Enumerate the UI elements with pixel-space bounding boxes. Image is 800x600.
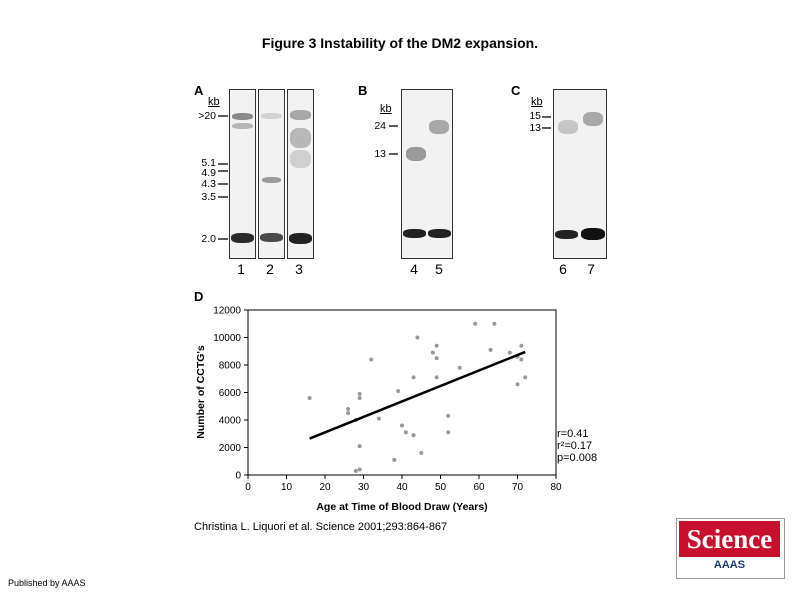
gel-lane-2 xyxy=(258,89,285,259)
data-point xyxy=(411,433,416,438)
kb-label-c: kb xyxy=(531,96,543,108)
data-point xyxy=(492,321,497,326)
stat-p: p=0.008 xyxy=(557,452,598,464)
gel-panel-b xyxy=(401,89,453,259)
data-point xyxy=(434,375,439,380)
data-point xyxy=(446,430,451,435)
y-tick-label: 4000 xyxy=(219,416,242,427)
data-point xyxy=(307,396,312,400)
data-point xyxy=(353,468,358,473)
y-axis-title: Number of CCTG's xyxy=(195,345,207,439)
data-point xyxy=(419,451,424,455)
trend-line xyxy=(309,350,526,440)
y-tick-label: 6000 xyxy=(219,388,242,399)
marker-a-20: >20 xyxy=(198,110,216,122)
stat-r-squared: r²=0.17 xyxy=(557,440,593,452)
x-tick-label: 10 xyxy=(281,482,293,493)
marker-a-4-3: 4.3 xyxy=(201,178,216,190)
data-point xyxy=(434,356,439,361)
marker-b-13: 13 xyxy=(374,148,386,160)
data-point xyxy=(457,365,462,370)
data-point xyxy=(376,416,381,421)
y-tick-label: 2000 xyxy=(219,443,242,454)
data-point xyxy=(411,375,416,380)
kb-label-b: kb xyxy=(380,103,392,115)
lane-label-5: 5 xyxy=(435,261,443,277)
x-tick-label: 70 xyxy=(512,482,524,493)
plot-frame xyxy=(247,309,557,476)
lane-label-2: 2 xyxy=(266,261,274,277)
data-point xyxy=(357,396,362,400)
data-point xyxy=(396,389,401,394)
data-point xyxy=(507,350,512,355)
data-point xyxy=(515,382,520,387)
y-tick-label: 8000 xyxy=(219,361,242,372)
y-tick-label: 10000 xyxy=(213,333,241,344)
marker-a-2-0: 2.0 xyxy=(201,233,216,245)
data-point xyxy=(346,411,351,416)
data-point xyxy=(415,335,420,340)
marker-ticks-c xyxy=(542,116,551,129)
panel-label-d: D xyxy=(194,289,204,304)
lane-label-1: 1 xyxy=(237,261,245,277)
data-point xyxy=(523,375,528,380)
lane-label-4: 4 xyxy=(410,261,418,277)
data-point xyxy=(434,343,439,348)
data-point xyxy=(488,347,493,352)
chart-axes xyxy=(247,309,557,476)
marker-c-13: 13 xyxy=(529,122,541,134)
data-point xyxy=(519,343,524,348)
science-wordmark: Science xyxy=(679,521,780,557)
x-tick-label: 30 xyxy=(358,482,370,493)
gel-panel-c xyxy=(553,89,607,259)
marker-a-3-5: 3.5 xyxy=(201,191,216,203)
marker-b-24: 24 xyxy=(374,120,386,132)
data-point xyxy=(357,391,362,396)
data-point xyxy=(369,357,374,362)
panel-label-a: A xyxy=(194,83,204,98)
panel-label-b: B xyxy=(358,83,368,98)
marker-ticks-a xyxy=(218,115,228,240)
marker-c-15: 15 xyxy=(529,110,541,122)
marker-a-4-9: 4.9 xyxy=(201,167,216,179)
lane-label-3: 3 xyxy=(295,261,303,277)
x-tick-label: 20 xyxy=(319,482,331,493)
gel-lane-1 xyxy=(229,89,256,259)
stat-r: r=0.41 xyxy=(557,428,589,440)
data-point xyxy=(400,423,404,428)
data-point xyxy=(357,467,362,472)
science-logo[interactable]: Science AAAS xyxy=(676,518,785,579)
x-tick-label: 50 xyxy=(435,482,447,493)
figure-title: Figure 3 Instability of the DM2 expansio… xyxy=(261,35,539,51)
data-point xyxy=(446,413,451,418)
scatter-chart: 0 10 20 30 40 50 60 70 80 0 2000 4000 6000 8000 10000 1… xyxy=(195,306,562,514)
marker-ticks-b xyxy=(389,125,398,155)
kb-label-a: kb xyxy=(208,96,220,108)
data-point xyxy=(346,407,351,411)
x-tick-label: 60 xyxy=(473,482,485,493)
data-point xyxy=(392,457,397,462)
data-point xyxy=(357,444,362,449)
citation: Christina L. Liquori et al. Science 2001… xyxy=(194,521,448,533)
lane-label-6: 6 xyxy=(559,261,567,277)
y-tick-label: 12000 xyxy=(213,306,241,317)
data-point xyxy=(403,430,408,435)
lane-label-7: 7 xyxy=(587,261,595,277)
gel-lane-3 xyxy=(287,89,314,259)
x-tick-label: 80 xyxy=(550,482,562,493)
panel-label-c: C xyxy=(511,83,521,98)
x-tick-label: 40 xyxy=(396,482,408,493)
aaas-wordmark: AAAS xyxy=(713,559,746,571)
x-tick-label: 0 xyxy=(245,482,251,493)
data-point xyxy=(473,321,478,326)
published-by: Published by AAAS xyxy=(8,578,86,588)
data-point xyxy=(430,350,435,355)
x-axis-title: Age at Time of Blood Draw (Years) xyxy=(316,501,487,513)
y-tick-label: 0 xyxy=(235,471,241,482)
marker-a-5-1: 5.1 xyxy=(201,157,216,169)
data-point xyxy=(519,357,524,362)
